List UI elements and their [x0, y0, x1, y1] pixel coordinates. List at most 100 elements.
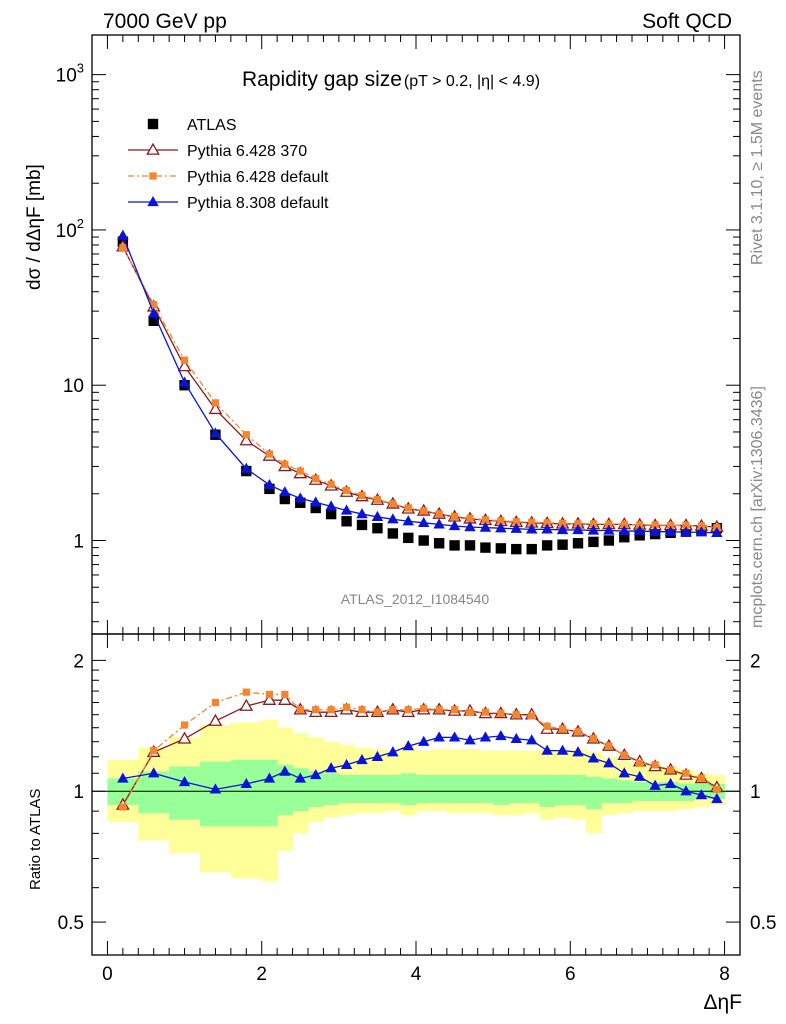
legend-marker-2: [149, 172, 157, 180]
point-3: [371, 510, 384, 522]
point-2: [327, 480, 335, 488]
y-tick-label: 10: [63, 376, 84, 397]
point-0: [403, 532, 414, 544]
point-2: [327, 706, 335, 714]
point-2: [558, 519, 567, 527]
point-2: [558, 725, 567, 733]
point-0: [464, 540, 476, 551]
point-3: [695, 789, 708, 800]
point-0: [295, 497, 306, 508]
point-2: [682, 521, 690, 530]
point-2: [242, 688, 250, 696]
point-3: [541, 523, 553, 534]
ratio-y-label: Ratio to ATLAS: [27, 789, 44, 890]
point-3: [556, 523, 569, 535]
point-3: [240, 462, 253, 473]
point-2: [420, 704, 428, 713]
y-tick-label: 102: [56, 216, 84, 242]
inner-band-bin: [601, 778, 618, 803]
inner-band-bin: [400, 773, 417, 805]
point-2: [242, 431, 250, 439]
main-title: Rapidity gap size (pT > 0.2, |η| < 4.9): [242, 68, 540, 91]
point-3: [541, 744, 553, 755]
point-2: [497, 709, 505, 718]
point-2: [420, 507, 428, 515]
legend-marker-3: [147, 196, 159, 207]
point-2: [211, 698, 220, 707]
x-tick-label: 4: [411, 964, 422, 985]
point-2: [435, 510, 443, 518]
analysis-watermark: ATLAS_2012_I1084540: [341, 591, 490, 607]
point-1: [208, 713, 223, 726]
point-3: [433, 518, 445, 529]
point-3: [294, 772, 307, 783]
point-0: [418, 535, 429, 546]
legend-marker-0: [147, 118, 159, 130]
point-2: [404, 706, 412, 714]
point-3: [279, 765, 291, 776]
point-1: [239, 698, 254, 711]
main-y-label: dσ / dΔηF [mb]: [24, 164, 45, 290]
inner-band-bin: [292, 768, 309, 812]
point-2: [119, 243, 127, 252]
point-1: [239, 433, 254, 446]
point-3: [147, 767, 160, 778]
point-2: [281, 690, 289, 699]
point-3: [340, 758, 353, 770]
point-3: [309, 496, 322, 507]
ratio-y-tick-label-right: 1: [750, 782, 761, 803]
point-2: [265, 450, 274, 458]
point-2: [466, 708, 474, 716]
inner-band-bin: [385, 774, 402, 803]
point-3: [525, 523, 538, 534]
point-3: [680, 526, 692, 537]
point-0: [588, 536, 599, 548]
inner-band-bin: [338, 774, 355, 803]
point-2: [404, 504, 412, 512]
inner-band-bin: [585, 776, 602, 810]
legend-label-2: Pythia 6.428 default: [187, 169, 329, 186]
point-2: [450, 706, 459, 714]
point-0: [619, 532, 630, 543]
point-3: [402, 515, 415, 526]
point-3: [294, 492, 307, 503]
point-0: [356, 519, 368, 531]
point-1: [177, 731, 192, 744]
point-2: [528, 712, 536, 720]
point-3: [340, 504, 353, 515]
point-3: [263, 772, 276, 783]
point-3: [178, 776, 191, 787]
point-3: [603, 757, 615, 768]
point-2: [543, 722, 551, 730]
point-3: [117, 229, 129, 240]
point-2: [620, 751, 628, 759]
point-3: [448, 731, 461, 742]
point-0: [310, 502, 321, 514]
point-3: [209, 783, 222, 794]
point-0: [557, 539, 568, 550]
point-0: [572, 538, 584, 549]
point-2: [620, 520, 628, 528]
inner-band-bin: [431, 774, 448, 803]
ratio-panel: 0 2 4 6 8 0.5 0.5 1 1 2 2: [58, 633, 776, 985]
series-line-2: [122, 691, 718, 808]
point-2: [636, 521, 644, 529]
point-3: [417, 516, 430, 527]
inner-band-bin: [354, 774, 371, 803]
header-beam: 7000 GeV pp: [103, 10, 227, 33]
point-2: [466, 514, 474, 522]
series-line-1: [122, 246, 717, 528]
point-0: [341, 516, 352, 527]
inner-band-bin: [230, 759, 263, 827]
y-tick-label: 1: [73, 532, 84, 553]
inner-band-bin: [508, 774, 525, 803]
point-3: [356, 754, 368, 765]
point-3: [525, 734, 538, 745]
point-3: [649, 525, 661, 536]
point-2: [180, 356, 189, 364]
point-3: [572, 523, 584, 535]
point-2: [312, 706, 320, 714]
point-2: [605, 520, 613, 528]
main-title-text: Rapidity gap size: [242, 68, 402, 91]
